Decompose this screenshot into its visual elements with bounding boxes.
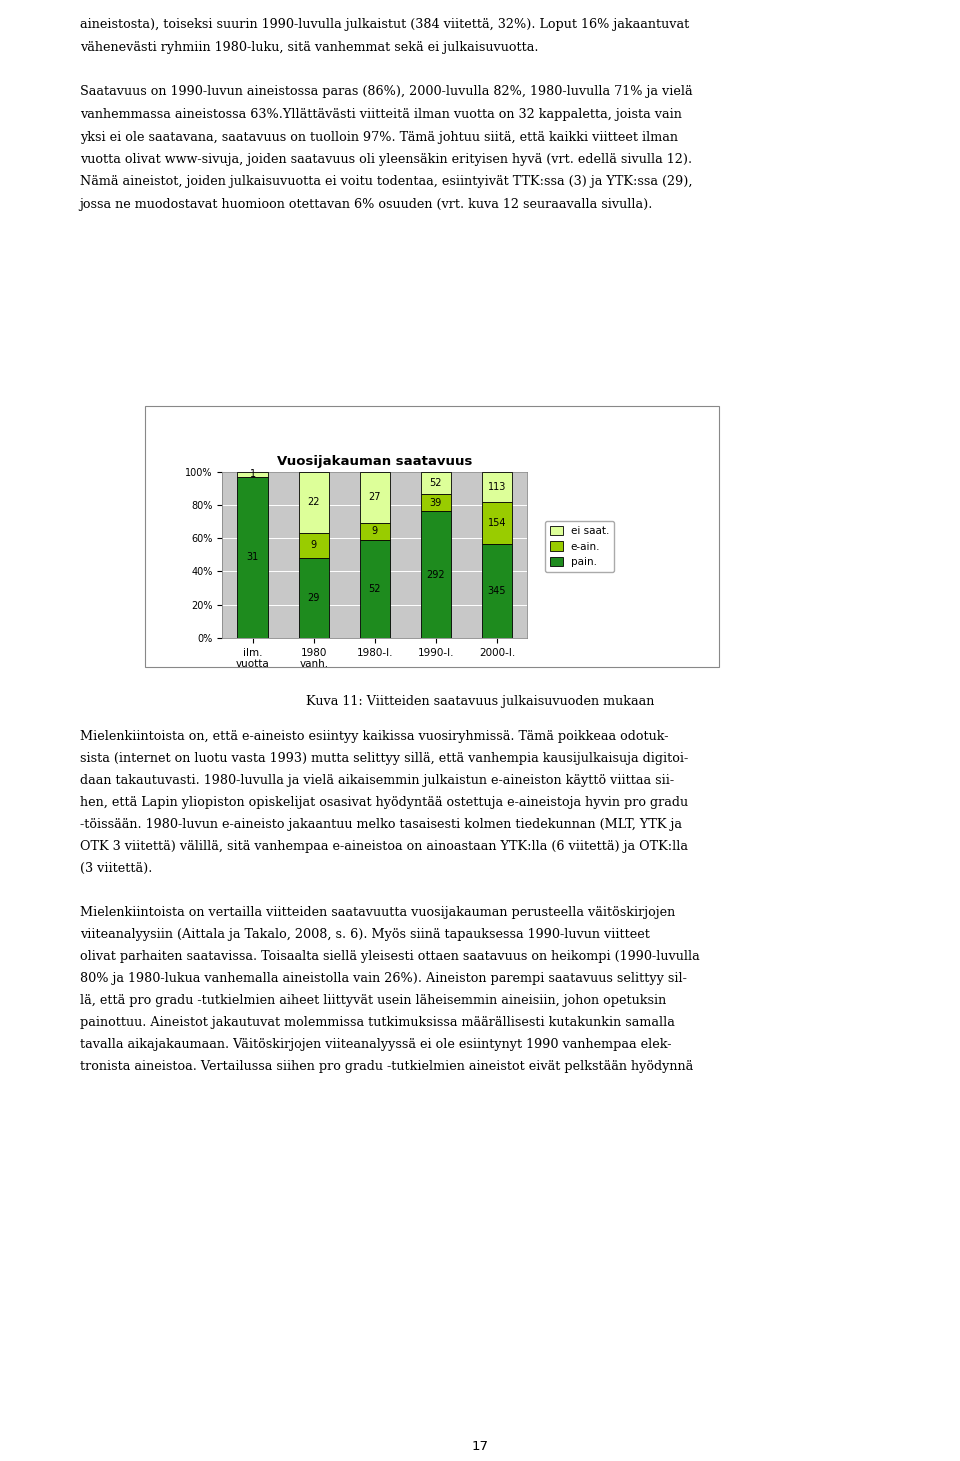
Bar <box>420 511 451 638</box>
Text: 31: 31 <box>247 552 259 562</box>
Text: 22: 22 <box>307 497 320 507</box>
Bar <box>420 472 451 494</box>
Text: 39: 39 <box>430 498 442 507</box>
Text: 17: 17 <box>471 1441 489 1454</box>
Bar <box>360 539 390 638</box>
Text: Mielenkiintoista on, että e-aineisto esiintyy kaikissa vuosiryhmissä. Tämä poikk: Mielenkiintoista on, että e-aineisto esi… <box>80 730 668 744</box>
Text: tavalla aikajakaumaan. Väitöskirjojen viiteanalyyssä ei ole esiintynyt 1990 vanh: tavalla aikajakaumaan. Väitöskirjojen vi… <box>80 1037 671 1050</box>
Text: 1: 1 <box>250 469 255 479</box>
Text: hen, että Lapin yliopiston opiskelijat osasivat hyödyntää ostettuja e-aineistoja: hen, että Lapin yliopiston opiskelijat o… <box>80 796 687 809</box>
Text: 9: 9 <box>372 526 378 536</box>
Text: vanhemmassa aineistossa 63%.Yllättävästi viitteitä ilman vuotta on 32 kappaletta: vanhemmassa aineistossa 63%.Yllättävästi… <box>80 108 682 121</box>
Text: sista (internet on luotu vasta 1993) mutta selittyy sillä, että vanhempia kausij: sista (internet on luotu vasta 1993) mut… <box>80 752 688 766</box>
Text: yksi ei ole saatavana, saatavuus on tuolloin 97%. Tämä johtuu siitä, että kaikki: yksi ei ole saatavana, saatavuus on tuol… <box>80 130 678 143</box>
Text: tronista aineistoa. Vertailussa siihen pro gradu -tutkielmien aineistot eivät pe: tronista aineistoa. Vertailussa siihen p… <box>80 1061 693 1072</box>
Text: 292: 292 <box>426 570 445 580</box>
Text: aineistosta), toiseksi suurin 1990-luvulla julkaistut (384 viitettä, 32%). Loput: aineistosta), toiseksi suurin 1990-luvul… <box>80 18 689 31</box>
Bar <box>299 472 329 533</box>
Legend: ei saat., e-ain., pain.: ei saat., e-ain., pain. <box>545 520 614 573</box>
Bar <box>237 472 268 476</box>
Text: Nämä aineistot, joiden julkaisuvuotta ei voitu todentaa, esiintyivät TTK:ssa (3): Nämä aineistot, joiden julkaisuvuotta ei… <box>80 175 692 188</box>
Text: 113: 113 <box>488 482 506 492</box>
Text: 154: 154 <box>488 519 506 529</box>
Text: vuotta olivat www-sivuja, joiden saatavuus oli yleensäkin erityisen hyvä (vrt. e: vuotta olivat www-sivuja, joiden saatavu… <box>80 153 692 167</box>
Text: OTK 3 viitettä) välillä, sitä vanhempaa e-aineistoa on ainoastaan YTK:lla (6 vii: OTK 3 viitettä) välillä, sitä vanhempaa … <box>80 840 687 853</box>
Text: Kuva 11: Viitteiden saatavuus julkaisuvuoden mukaan: Kuva 11: Viitteiden saatavuus julkaisuvu… <box>306 695 654 709</box>
Text: 80% ja 1980-lukua vanhemalla aineistolla vain 26%). Aineiston parempi saatavuus : 80% ja 1980-lukua vanhemalla aineistolla… <box>80 972 686 985</box>
Text: olivat parhaiten saatavissa. Toisaalta siellä yleisesti ottaen saatavuus on heik: olivat parhaiten saatavissa. Toisaalta s… <box>80 950 700 963</box>
Bar <box>482 543 512 638</box>
Text: vähenevästi ryhmiin 1980-luku, sitä vanhemmat sekä ei julkaisuvuotta.: vähenevästi ryhmiin 1980-luku, sitä vanh… <box>80 41 539 54</box>
Text: 52: 52 <box>429 478 443 488</box>
Text: (3 viitettä).: (3 viitettä). <box>80 862 152 875</box>
Text: Saatavuus on 1990-luvun aineistossa paras (86%), 2000-luvulla 82%, 1980-luvulla : Saatavuus on 1990-luvun aineistossa para… <box>80 86 692 98</box>
Bar <box>299 558 329 638</box>
Text: lä, että pro gradu -tutkielmien aiheet liittyvät usein läheisemmin aineisiin, jo: lä, että pro gradu -tutkielmien aiheet l… <box>80 993 666 1007</box>
Bar <box>482 503 512 543</box>
Title: Vuosijakauman saatavuus: Vuosijakauman saatavuus <box>277 454 472 468</box>
Bar <box>360 523 390 539</box>
Bar <box>299 533 329 558</box>
Text: 52: 52 <box>369 584 381 593</box>
Bar <box>237 476 268 638</box>
Text: painottuu. Aineistot jakautuvat molemmissa tutkimuksissa määrällisesti kutakunki: painottuu. Aineistot jakautuvat molemmis… <box>80 1015 675 1029</box>
Bar <box>360 472 390 523</box>
Text: 9: 9 <box>311 541 317 551</box>
Bar <box>420 494 451 511</box>
Bar <box>482 472 512 503</box>
Text: 29: 29 <box>307 593 320 603</box>
Text: viiteanalyysiin (Aittala ja Takalo, 2008, s. 6). Myös siinä tapauksessa 1990-luv: viiteanalyysiin (Aittala ja Takalo, 2008… <box>80 928 650 941</box>
Text: -töissään. 1980-luvun e-aineisto jakaantuu melko tasaisesti kolmen tiedekunnan (: -töissään. 1980-luvun e-aineisto jakaant… <box>80 818 682 831</box>
Text: 345: 345 <box>488 586 506 596</box>
Text: daan takautuvasti. 1980-luvulla ja vielä aikaisemmin julkaistun e-aineiston käyt: daan takautuvasti. 1980-luvulla ja vielä… <box>80 774 674 787</box>
Text: Mielenkiintoista on vertailla viitteiden saatavuutta vuosijakauman perusteella v: Mielenkiintoista on vertailla viitteiden… <box>80 906 675 919</box>
Text: 27: 27 <box>369 492 381 503</box>
Text: jossa ne muodostavat huomioon otettavan 6% osuuden (vrt. kuva 12 seuraavalla siv: jossa ne muodostavat huomioon otettavan … <box>80 199 653 210</box>
